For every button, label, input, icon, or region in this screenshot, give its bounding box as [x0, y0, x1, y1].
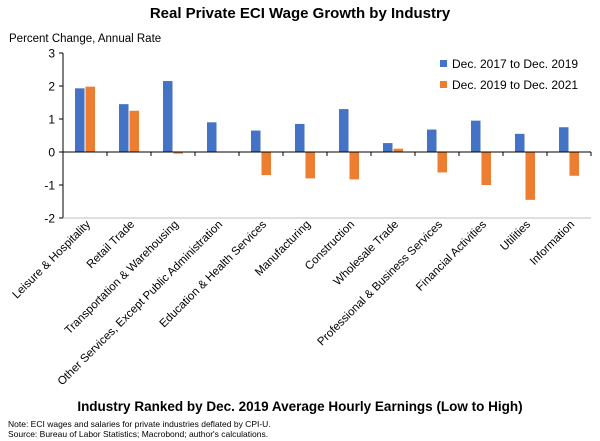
bar-series1	[163, 81, 173, 152]
bar-series1	[471, 120, 481, 152]
bar-series2	[129, 110, 139, 152]
y-tick-label: 3	[48, 47, 55, 61]
bar-series1	[339, 109, 349, 152]
bar-series1	[427, 129, 437, 152]
bar-series1	[207, 122, 217, 152]
footnote: Note: ECI wages and salaries for private…	[8, 419, 271, 439]
bar-series2	[393, 148, 403, 152]
x-tick-label: Information	[528, 219, 577, 268]
y-tick-label: 1	[48, 113, 55, 127]
bar-series2	[173, 152, 183, 154]
bar-series1	[515, 133, 525, 152]
footnote-note: Note: ECI wages and salaries for private…	[8, 419, 271, 429]
x-tick-label: Utilities	[498, 218, 533, 253]
bar-series2	[569, 152, 579, 176]
bar-series1	[559, 127, 569, 152]
bar-series2	[437, 152, 447, 173]
footnote-source: Source: Bureau of Labor Statistics; Macr…	[8, 429, 269, 439]
bar-series2	[481, 152, 491, 185]
chart-title: Real Private ECI Wage Growth by Industry	[149, 5, 451, 22]
legend-swatch	[440, 60, 447, 67]
bar-series2	[305, 152, 315, 179]
x-tick-label: Leisure & Hospitality	[11, 218, 94, 301]
legend-swatch	[440, 81, 447, 88]
bar-series1	[119, 104, 129, 152]
bar-series2	[525, 152, 535, 200]
bar-series2	[349, 152, 359, 180]
x-tick-label: Other Services, Except Public Administra…	[56, 219, 225, 388]
y-tick-label: -1	[44, 179, 55, 193]
bar-series2	[261, 152, 271, 176]
y-tick-label: -2	[44, 212, 55, 226]
bar-series2	[85, 86, 95, 152]
bar-series1	[251, 130, 261, 152]
bar-series1	[383, 143, 393, 152]
y-tick-label: 2	[48, 80, 55, 94]
bar-series1	[295, 123, 305, 152]
legend-label: Dec. 2017 to Dec. 2019	[452, 57, 578, 71]
y-axis-label: Percent Change, Annual Rate	[9, 33, 162, 45]
y-tick-label: 0	[48, 146, 55, 160]
x-axis-title: Industry Ranked by Dec. 2019 Average Hou…	[77, 399, 523, 414]
legend-label: Dec. 2019 to Dec. 2021	[452, 78, 578, 92]
bar-series1	[75, 88, 85, 152]
